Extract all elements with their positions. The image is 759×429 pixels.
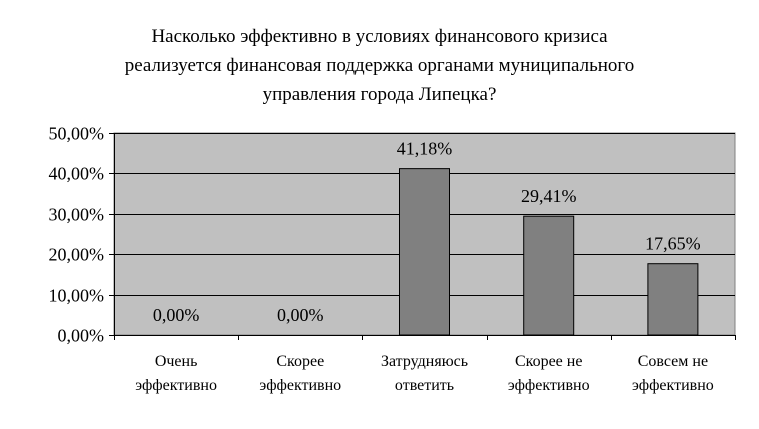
y-tick-label: 30,00% bbox=[49, 205, 105, 225]
category-label: ответить bbox=[395, 377, 454, 394]
y-tick-label: 20,00% bbox=[49, 245, 105, 265]
data-label: 41,18% bbox=[397, 139, 453, 159]
category-label: эффективно bbox=[259, 377, 341, 394]
category-label: Скорее bbox=[276, 353, 324, 370]
chart-title: Насколько эффективно в условиях финансов… bbox=[0, 22, 759, 109]
category-label: эффективно bbox=[632, 377, 714, 394]
y-tick-label: 50,00% bbox=[49, 124, 105, 144]
category-label: Совсем не bbox=[638, 353, 708, 370]
chart-title-line-3: управления города Липецка? bbox=[262, 84, 497, 105]
bar bbox=[647, 263, 699, 336]
bar bbox=[523, 215, 575, 336]
bar bbox=[399, 168, 450, 336]
data-label: 0,00% bbox=[277, 305, 324, 325]
y-tick-label: 10,00% bbox=[49, 286, 105, 306]
y-tick-label: 0,00% bbox=[58, 326, 105, 346]
chart-title-line-2: реализуется финансовая поддержка органам… bbox=[124, 55, 635, 76]
category-label: Скорее не bbox=[515, 353, 583, 370]
category-label: эффективно bbox=[508, 377, 590, 394]
data-label: 29,41% bbox=[521, 186, 577, 206]
category-label: эффективно bbox=[135, 377, 217, 394]
category-label: Очень bbox=[155, 353, 198, 370]
chart-title-line-1: Насколько эффективно в условиях финансов… bbox=[151, 26, 608, 47]
data-label: 0,00% bbox=[153, 305, 200, 325]
y-tick-label: 40,00% bbox=[49, 164, 105, 184]
category-label: Затрудняюсь bbox=[381, 353, 468, 370]
data-label: 17,65% bbox=[645, 234, 701, 254]
